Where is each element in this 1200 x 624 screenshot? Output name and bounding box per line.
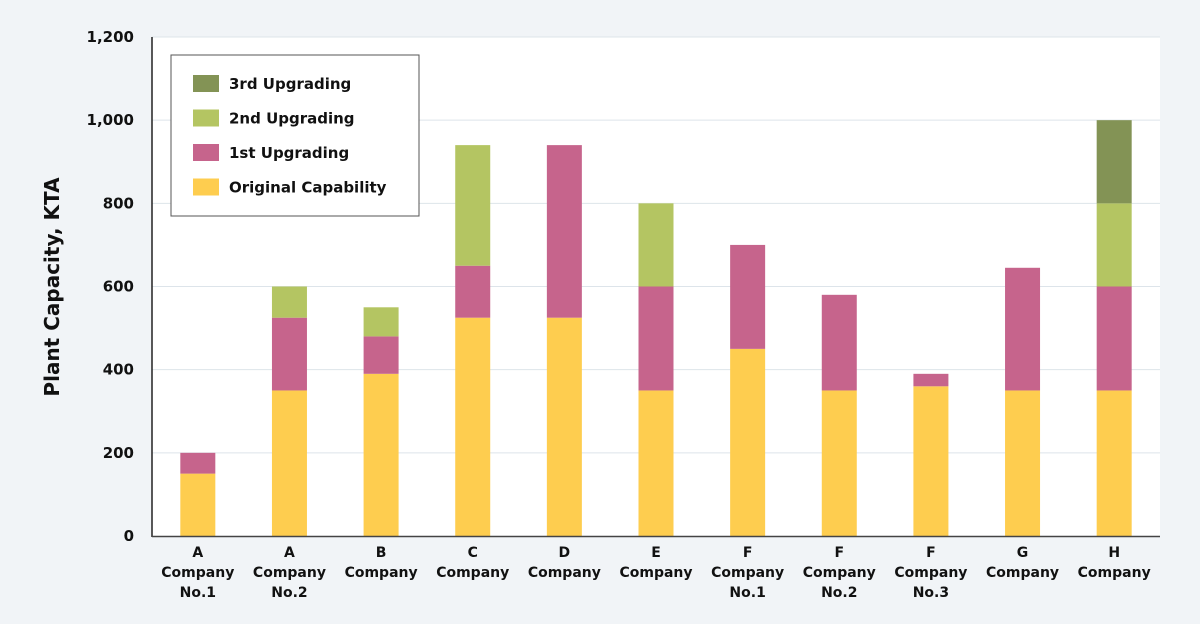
legend-swatch bbox=[193, 144, 219, 161]
legend-label: 1st Upgrading bbox=[229, 144, 349, 162]
bar-segment-2nd-upgrading bbox=[271, 286, 307, 318]
bar-segment-original-capability bbox=[180, 473, 216, 536]
bar-segment-2nd-upgrading bbox=[1096, 203, 1132, 287]
bar-segment-3rd-upgrading bbox=[1096, 120, 1132, 204]
bar-segment-1st-upgrading bbox=[455, 265, 491, 318]
x-tick-label: B Company bbox=[345, 545, 418, 581]
bar-segment-original-capability bbox=[638, 390, 674, 536]
y-tick-label: 600 bbox=[103, 278, 134, 296]
legend-swatch bbox=[193, 109, 219, 127]
bars bbox=[180, 120, 1132, 536]
x-tick-label: D Company bbox=[528, 545, 601, 581]
x-tick-label: F Company No.1 bbox=[711, 545, 784, 601]
y-tick-label: 400 bbox=[103, 361, 134, 379]
y-tick-label: 800 bbox=[103, 194, 134, 212]
bar-segment-1st-upgrading bbox=[180, 452, 216, 474]
bar-segment-1st-upgrading bbox=[1096, 286, 1132, 391]
bar-segment-original-capability bbox=[821, 390, 857, 536]
y-tick-labels: 0 200 400 600 800 1,000 1,200 bbox=[87, 28, 134, 545]
x-tick-label: F Company No.3 bbox=[894, 545, 967, 601]
legend-label: 2nd Upgrading bbox=[229, 110, 355, 128]
legend: 3rd Upgrading 2nd Upgrading 1st Upgrading O… bbox=[170, 54, 420, 217]
bar-segment-1st-upgrading bbox=[730, 244, 766, 349]
legend-swatch bbox=[193, 75, 219, 92]
x-tick-label: A Company No.2 bbox=[253, 545, 326, 601]
x-tick-label: H Company bbox=[1078, 545, 1151, 581]
x-tick-label: A Company No.1 bbox=[161, 545, 234, 601]
bar-segment-2nd-upgrading bbox=[455, 145, 491, 266]
bar-segment-original-capability bbox=[455, 317, 491, 536]
y-tick-label: 1,000 bbox=[87, 111, 134, 129]
y-tick-label: 0 bbox=[124, 527, 134, 545]
legend-label: 3rd Upgrading bbox=[229, 75, 351, 93]
bar-segment-2nd-upgrading bbox=[638, 203, 674, 287]
x-tick-label: C Company bbox=[436, 545, 509, 581]
x-tick-labels: A Company No.1 A Company No.2 B Company C Company… bbox=[161, 545, 1150, 601]
legend-label: Original Capability bbox=[229, 179, 387, 197]
bar-segment-1st-upgrading bbox=[638, 286, 674, 391]
bar-segment-original-capability bbox=[730, 348, 766, 536]
x-tick-label: E Company bbox=[619, 545, 692, 581]
bar-segment-original-capability bbox=[1096, 390, 1132, 536]
bar-segment-1st-upgrading bbox=[546, 145, 582, 318]
bar-segment-original-capability bbox=[271, 390, 307, 536]
bar-segment-1st-upgrading bbox=[271, 317, 307, 391]
bar-segment-original-capability bbox=[363, 373, 399, 536]
legend-swatch bbox=[193, 178, 219, 196]
bar-segment-1st-upgrading bbox=[913, 373, 949, 387]
y-tick-label: 1,200 bbox=[87, 28, 134, 46]
y-tick-label: 200 bbox=[103, 444, 134, 462]
bar-segment-2nd-upgrading bbox=[363, 307, 399, 337]
y-axis-label: Plant Capacity, KTA bbox=[40, 177, 64, 397]
bar-segment-original-capability bbox=[913, 386, 949, 536]
bar-segment-1st-upgrading bbox=[821, 294, 857, 391]
bar-segment-1st-upgrading bbox=[363, 336, 399, 374]
bar-segment-1st-upgrading bbox=[1005, 267, 1041, 391]
x-tick-label: F Company No.2 bbox=[803, 545, 876, 601]
bar-segment-original-capability bbox=[546, 317, 582, 536]
x-tick-label: G Company bbox=[986, 545, 1059, 581]
bar-segment-original-capability bbox=[1005, 390, 1041, 536]
